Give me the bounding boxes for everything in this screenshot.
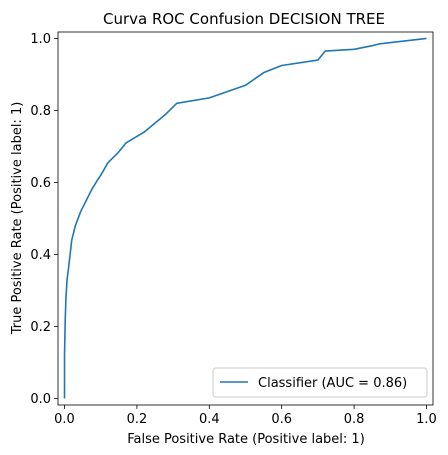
y-tick-label: 0.2 [30, 320, 51, 335]
y-tick-label: 0.4 [30, 248, 51, 263]
x-tick-label: 0.8 [344, 412, 365, 427]
x-tick-label: 0.4 [199, 412, 220, 427]
x-tick-label: 0.6 [271, 412, 292, 427]
y-tick-label: 0.6 [30, 176, 51, 191]
x-tick-label: 0.2 [127, 412, 148, 427]
x-axis-label: False Positive Rate (Positive label: 1) [127, 432, 365, 447]
y-tick-label: 1.0 [30, 32, 51, 47]
roc-curve-line [63, 37, 427, 399]
legend: Classifier (AUC = 0.86) [212, 367, 428, 398]
chart-title: Curva ROC Confusion DECISION TREE [103, 10, 385, 28]
legend-entry-classifier: Classifier (AUC = 0.86) [258, 376, 407, 391]
y-tick-label: 0.8 [30, 104, 51, 119]
plot-frame [57, 31, 434, 406]
legend-box [212, 367, 428, 398]
y-axis-label: True Positive Rate (Positive label: 1) [10, 102, 25, 336]
x-tick-label: 1.0 [416, 412, 437, 427]
y-tick-label: 0.0 [30, 392, 51, 407]
y-axis-ticks: 0.0 0.2 0.4 0.6 0.8 1.0 [30, 32, 58, 407]
plot-area [57, 31, 434, 406]
x-axis-ticks: 0.0 0.2 0.4 0.6 0.8 1.0 [54, 405, 437, 427]
plot-background [58, 32, 433, 405]
x-tick-label: 0.0 [54, 412, 75, 427]
